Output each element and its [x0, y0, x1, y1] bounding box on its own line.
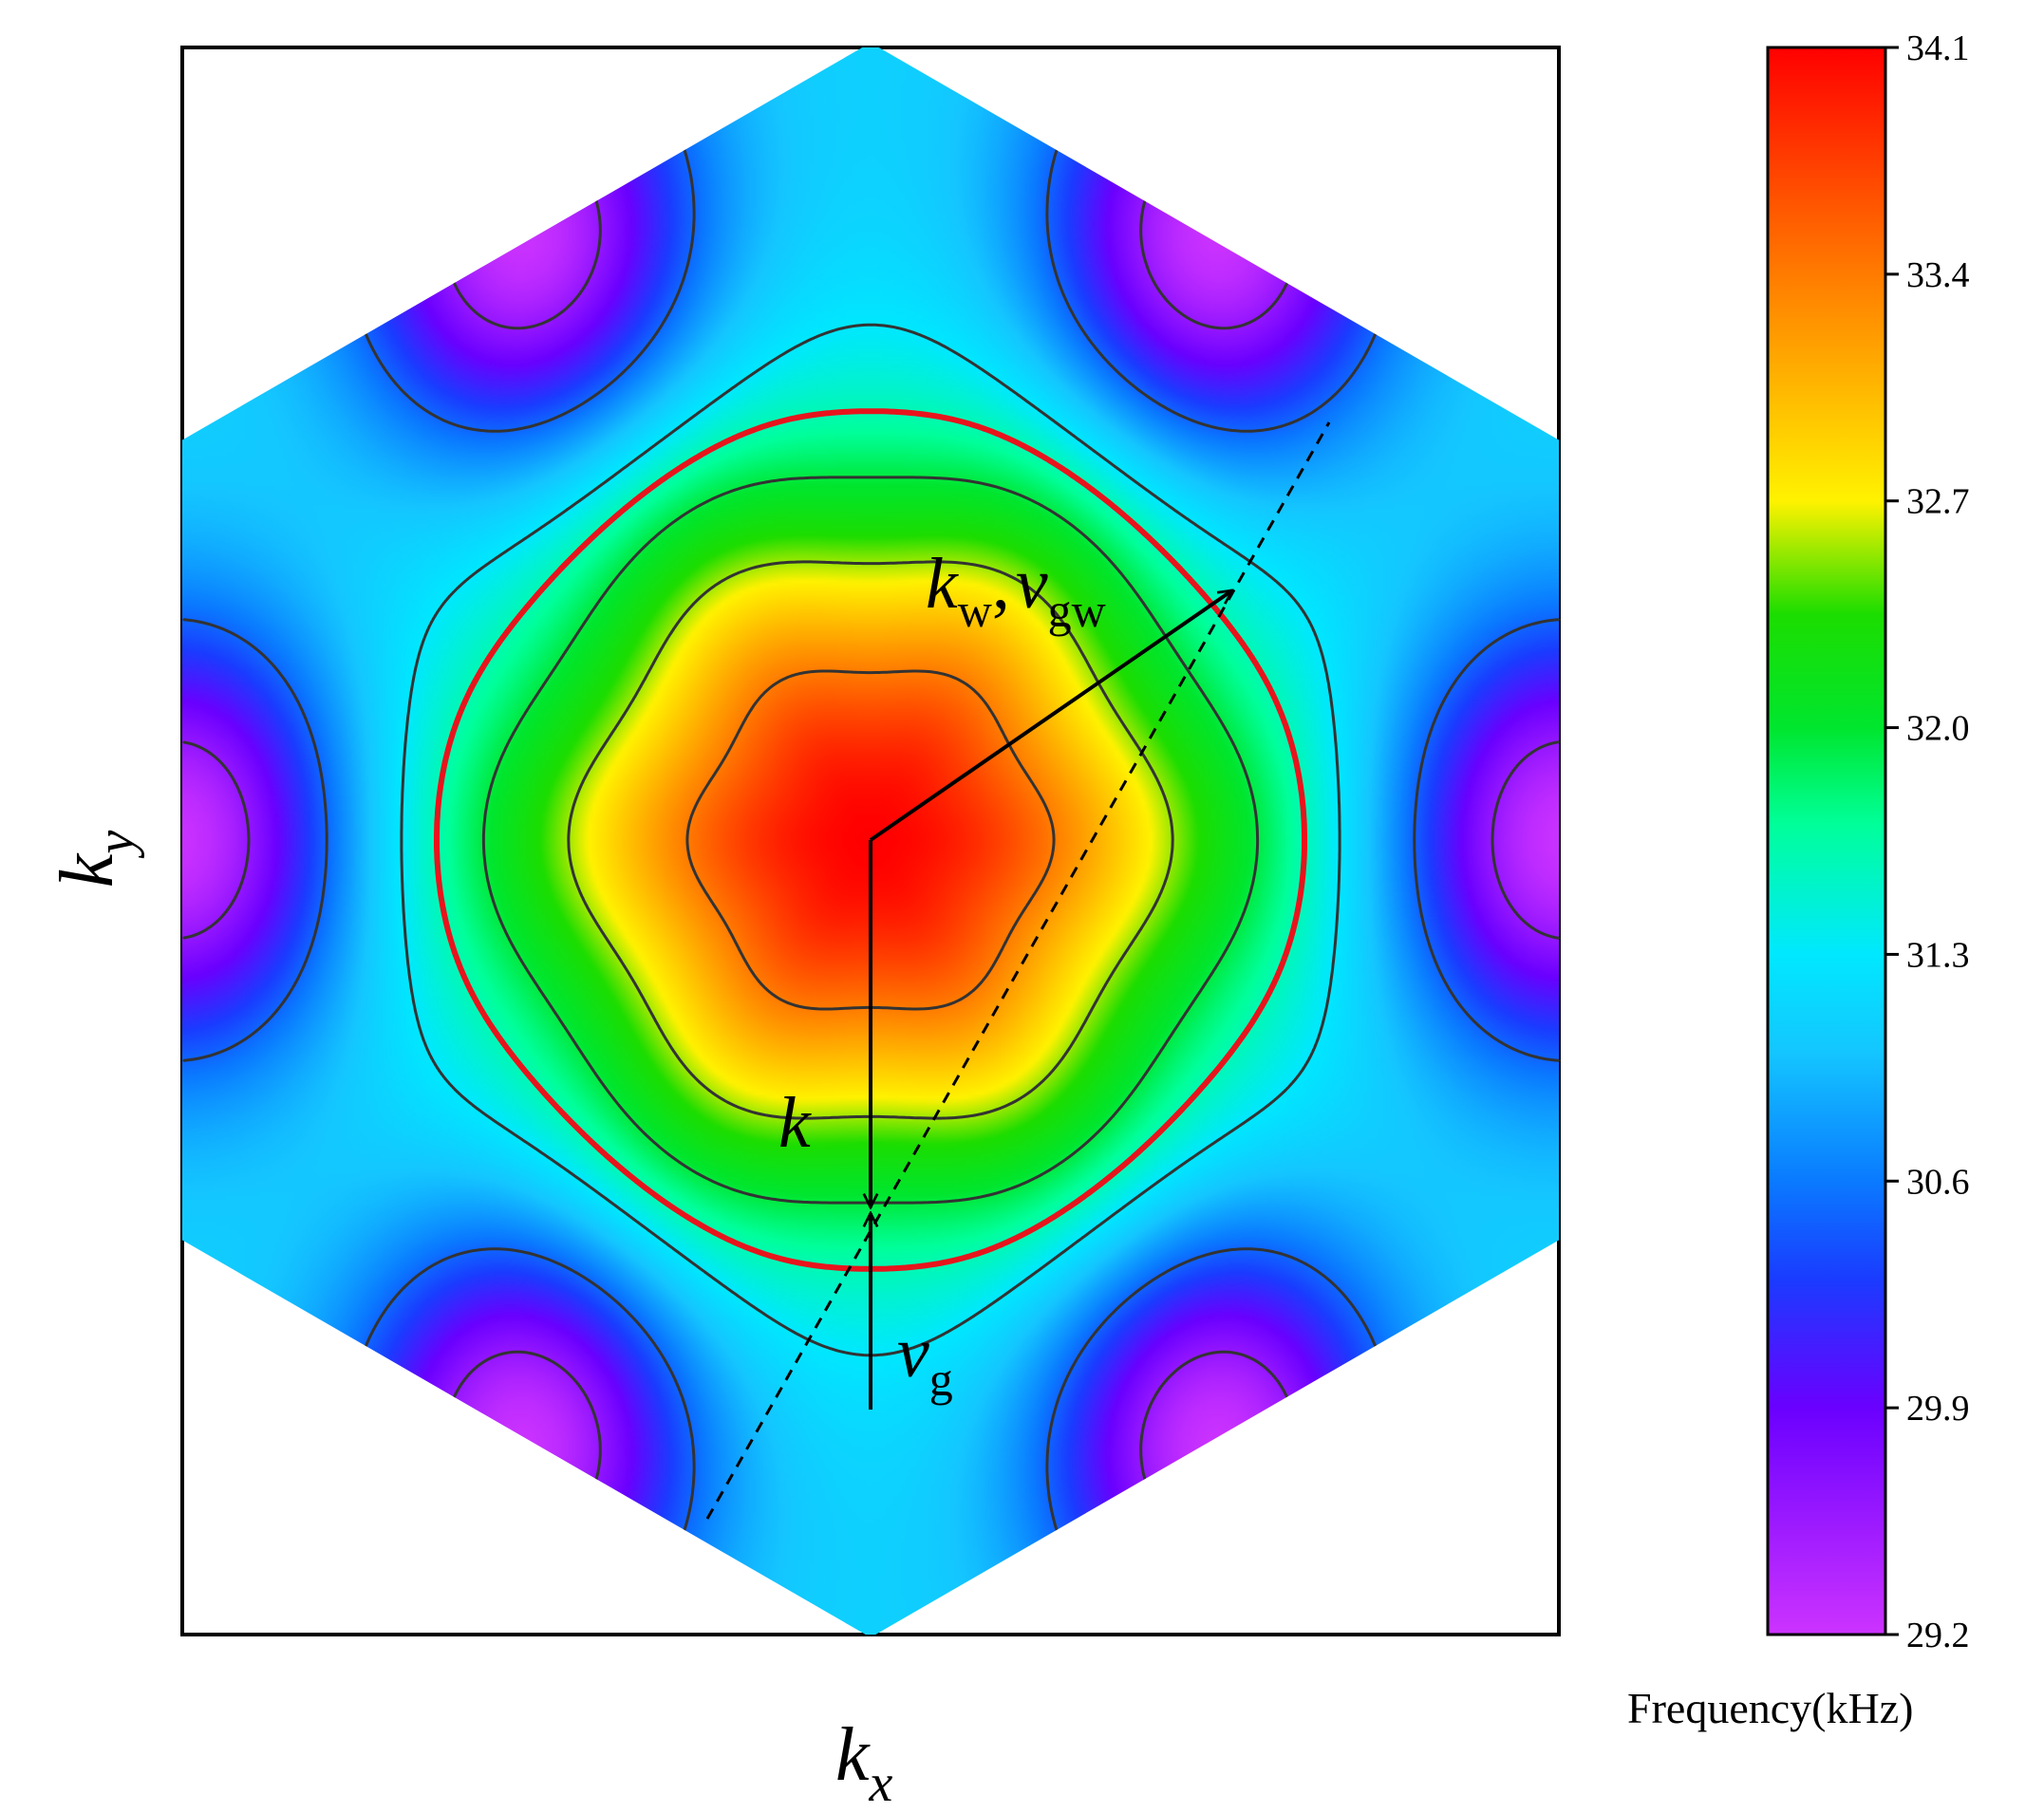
colorbar-tick-label: 29.9 — [1906, 1389, 1970, 1429]
colorbar-tick-label: 30.6 — [1906, 1162, 1970, 1202]
svg-text:ky: ky — [46, 831, 145, 888]
kw-vgw-label: kw,vgw — [926, 544, 1106, 637]
colorbar-tick-label: 34.1 — [1906, 28, 1970, 68]
kw-vgw-arrow — [869, 590, 1232, 842]
k-label: k — [778, 1083, 812, 1163]
colorbar-tick-label: 33.4 — [1906, 255, 1970, 295]
tangent-dashed-line — [705, 421, 1331, 1520]
colorbar-tick-label: 32.0 — [1906, 709, 1970, 749]
vg-label: vg — [897, 1313, 953, 1406]
contour-line-5 — [685, 669, 1056, 1011]
colorbar-tick-label: 29.2 — [1906, 1616, 1970, 1655]
contour-line-2 — [400, 323, 1341, 1357]
contour-line-3 — [481, 476, 1260, 1205]
colorbar-title: Frequency(kHz) — [1627, 1684, 1913, 1732]
annotation-layer: k vg kw,vgw — [705, 421, 1331, 1520]
y-axis-label: ky — [46, 831, 145, 888]
contour-line-4 — [567, 560, 1174, 1120]
colorbar-gradient — [1766, 46, 1887, 1636]
colorbar-ticks: 34.1 33.4 32.7 32.0 31.3 30.6 29.9 29.2 — [1885, 28, 1970, 1655]
colorbar: 34.1 33.4 32.7 32.0 31.3 30.6 29.9 29.2 Frequen… — [1627, 28, 1970, 1732]
highlighted-contour — [434, 408, 1307, 1272]
x-axis-label: kx — [835, 1713, 893, 1813]
colorbar-tick-label: 31.3 — [1906, 935, 1970, 975]
colorbar-tick-label: 32.7 — [1906, 482, 1970, 522]
